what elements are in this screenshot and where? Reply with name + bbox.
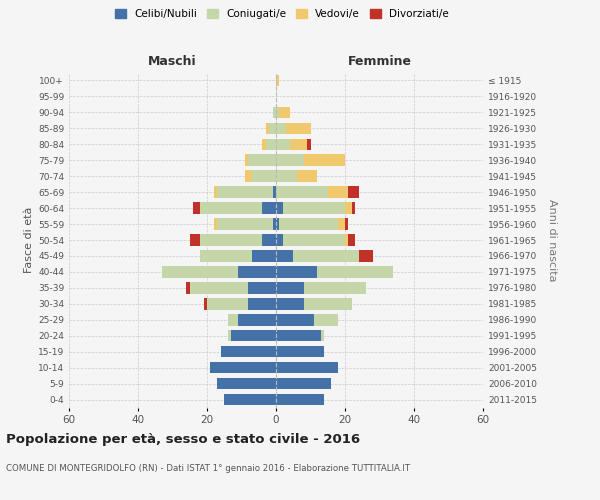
Text: COMUNE DI MONTEGRIDOLFO (RN) - Dati ISTAT 1° gennaio 2016 - Elaborazione TUTTITA: COMUNE DI MONTEGRIDOLFO (RN) - Dati ISTA…: [6, 464, 410, 473]
Bar: [276, 186, 328, 198]
Y-axis label: Fasce di età: Fasce di età: [24, 207, 34, 273]
Bar: [224, 394, 276, 406]
Bar: [304, 298, 352, 310]
Bar: [280, 106, 290, 118]
Bar: [345, 234, 349, 246]
Bar: [207, 298, 248, 310]
Bar: [276, 74, 280, 86]
Bar: [345, 202, 352, 214]
Text: Maschi: Maschi: [148, 54, 197, 68]
Bar: [307, 138, 311, 150]
Bar: [283, 234, 345, 246]
Bar: [211, 362, 276, 374]
Bar: [276, 346, 325, 358]
Bar: [276, 314, 314, 326]
Bar: [269, 122, 276, 134]
Bar: [231, 330, 276, 342]
Bar: [314, 314, 338, 326]
Bar: [286, 122, 311, 134]
Bar: [276, 394, 325, 406]
Bar: [296, 170, 317, 182]
Bar: [200, 202, 262, 214]
Bar: [193, 202, 200, 214]
Bar: [228, 314, 238, 326]
Bar: [238, 314, 276, 326]
Bar: [214, 218, 217, 230]
Bar: [349, 186, 359, 198]
Bar: [276, 330, 321, 342]
Bar: [203, 298, 207, 310]
Bar: [248, 282, 276, 294]
Bar: [290, 138, 307, 150]
Bar: [276, 218, 280, 230]
Bar: [304, 154, 345, 166]
Bar: [293, 250, 359, 262]
Text: Popolazione per età, sesso e stato civile - 2016: Popolazione per età, sesso e stato civil…: [6, 432, 360, 446]
Bar: [162, 266, 238, 278]
Bar: [276, 266, 317, 278]
Bar: [276, 106, 280, 118]
Bar: [276, 202, 283, 214]
Bar: [304, 282, 366, 294]
Bar: [338, 218, 345, 230]
Bar: [272, 218, 276, 230]
Bar: [276, 250, 293, 262]
Bar: [276, 234, 283, 246]
Bar: [280, 218, 338, 230]
Bar: [276, 154, 304, 166]
Bar: [190, 282, 248, 294]
Bar: [276, 362, 338, 374]
Y-axis label: Anni di nascita: Anni di nascita: [547, 198, 557, 281]
Bar: [266, 122, 269, 134]
Legend: Celibi/Nubili, Coniugati/e, Vedovi/e, Divorziati/e: Celibi/Nubili, Coniugati/e, Vedovi/e, Di…: [111, 5, 453, 24]
Bar: [238, 266, 276, 278]
Bar: [221, 346, 276, 358]
Bar: [190, 234, 200, 246]
Bar: [328, 186, 349, 198]
Bar: [276, 282, 304, 294]
Bar: [245, 170, 252, 182]
Bar: [352, 202, 355, 214]
Bar: [283, 202, 345, 214]
Bar: [272, 106, 276, 118]
Bar: [266, 138, 276, 150]
Bar: [200, 234, 262, 246]
Bar: [262, 234, 276, 246]
Bar: [276, 122, 286, 134]
Bar: [272, 186, 276, 198]
Bar: [217, 186, 272, 198]
Bar: [321, 330, 325, 342]
Bar: [248, 298, 276, 310]
Bar: [217, 378, 276, 390]
Bar: [359, 250, 373, 262]
Bar: [228, 330, 231, 342]
Bar: [262, 138, 266, 150]
Bar: [345, 218, 349, 230]
Bar: [276, 378, 331, 390]
Bar: [187, 282, 190, 294]
Bar: [276, 138, 290, 150]
Bar: [262, 202, 276, 214]
Bar: [252, 170, 276, 182]
Bar: [252, 250, 276, 262]
Bar: [248, 154, 276, 166]
Bar: [200, 250, 252, 262]
Bar: [349, 234, 355, 246]
Bar: [317, 266, 394, 278]
Bar: [217, 218, 272, 230]
Text: Femmine: Femmine: [347, 54, 412, 68]
Bar: [276, 298, 304, 310]
Bar: [214, 186, 217, 198]
Bar: [276, 170, 296, 182]
Bar: [245, 154, 248, 166]
